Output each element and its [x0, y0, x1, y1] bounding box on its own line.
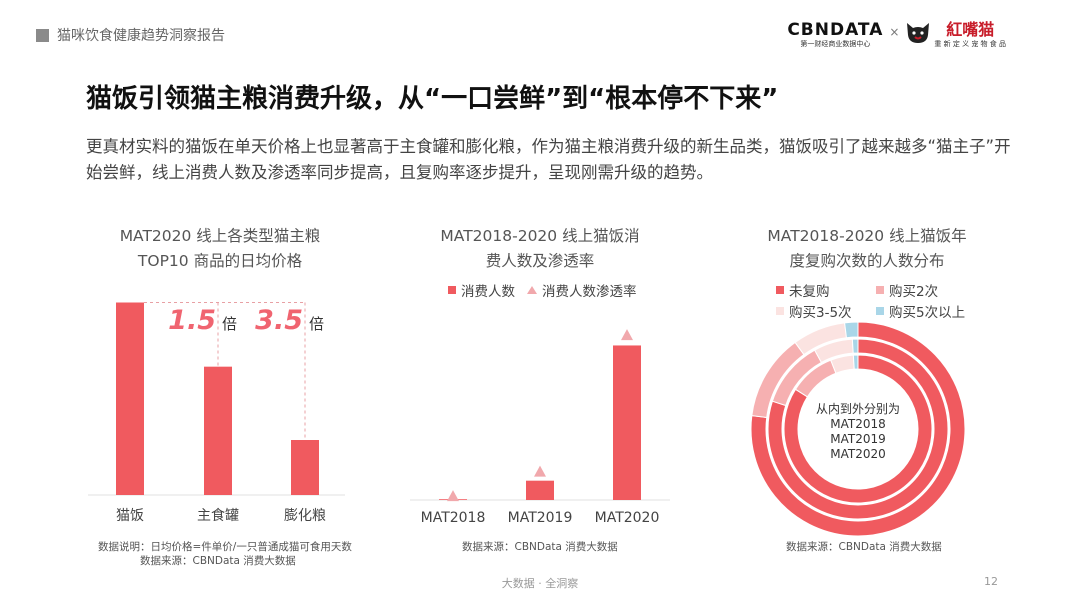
donut-ring-0-slice-3 [852, 354, 859, 370]
legend-item-buy-3-5: 购买3-5次 [776, 300, 864, 321]
donut-ring-1-slice-0 [767, 338, 949, 520]
chart2-legend: 消费人数 消费人数渗透率 [448, 279, 649, 300]
chart2-category-label: MAT2018 [421, 510, 486, 526]
header-square-icon [36, 28, 49, 42]
chart1-bar-1 [204, 366, 232, 495]
donut-ring-2-slice-3 [844, 321, 859, 339]
chart1-category-label: 膨化粮 [284, 507, 326, 524]
legend-square-icon [876, 285, 884, 294]
chart1-title-line1: MAT2020 线上各类型猫主粮 [119, 227, 321, 245]
slide-description: 更真材实料的猫饭在单天价格上也显著高于主食罐和膨化粮，作为猫主粮消费升级的新生品… [86, 137, 1011, 182]
red-cat-logo-icon [907, 23, 930, 43]
legend-label: 购买5次以上 [889, 304, 966, 321]
chart1-note-line1: 数据说明：日均价格=件单价/一只普通成猫可食用天数 [98, 541, 352, 553]
chart1-multiple-unit: 倍 [222, 315, 237, 333]
chart2-title: MAT2018-2020 线上猫饭消 费人数及渗透率 [410, 224, 670, 274]
chart1-bar-0 [116, 302, 144, 495]
chart2-category-label: MAT2020 [595, 510, 660, 526]
legend-label: 未复购 [789, 283, 830, 300]
legend-square-icon [776, 285, 784, 294]
chart1-category-label: 猫饭 [116, 508, 144, 524]
legend-square-icon [448, 285, 456, 294]
donut-center-label: 从内到外分别为 [816, 402, 900, 416]
report-section-title: 猫咪饮食健康趋势洞察报告 [57, 28, 225, 44]
chart1-category-label: 主食罐 [197, 507, 239, 524]
page-number: 12 [984, 575, 998, 588]
chart2-penetration-marker-0 [447, 490, 459, 502]
legend-label: 购买3-5次 [789, 304, 852, 321]
chart1-note-line2: 数据来源：CBNData 消费大数据 [140, 555, 296, 567]
chart1-title-line2: TOP10 商品的日均价格 [137, 252, 303, 270]
chart2-penetration-marker-1 [534, 465, 546, 477]
cbndata-logo-subtitle: 第一财经商业数据中心 [800, 40, 871, 48]
slide-title: 猫饭引领猫主粮消费升级，从“一口尝鲜”到“根本停不下来” [86, 84, 779, 114]
footer-tagline: 大数据 · 全洞察 [501, 577, 579, 590]
legend-label: 消费人数 [461, 283, 515, 300]
chart2-note: 数据来源：CBNData 消费大数据 [462, 540, 618, 554]
brand-logo: 紅嘴猫 重 新 定 义 宠 物 食 品 [934, 20, 1006, 49]
donut-ring-1-slice-3 [851, 338, 859, 354]
chart1-bar-2 [291, 440, 319, 495]
donut-center-label: MAT2019 [830, 432, 886, 446]
chart2-title-line1: MAT2018-2020 线上猫饭消 [440, 227, 640, 245]
report-header: 猫咪饮食健康趋势洞察报告 [36, 26, 225, 44]
legend-square-icon [776, 306, 784, 315]
legend-item-penetration: 消费人数渗透率 [527, 279, 637, 300]
chart1-multiple-value: 1.5 [168, 305, 216, 336]
chart2-category-label: MAT2019 [508, 510, 573, 526]
donut-ring-2-slice-0 [750, 321, 966, 537]
legend-item-buy-5-plus: 购买5次以上 [876, 300, 965, 321]
chart2-note-line1: 数据来源：CBNData 消费大数据 [462, 541, 618, 553]
chart2-penetration-marker-2 [621, 329, 633, 341]
legend-label: 购买2次 [889, 283, 939, 300]
brand-logo-text: 紅嘴猫 [946, 20, 995, 39]
brand-logo-subtitle: 重 新 定 义 宠 物 食 品 [934, 40, 1006, 48]
chart3-title-line1: MAT2018-2020 线上猫饭年 [767, 227, 967, 245]
partner-logos: CBNDATA 第一财经商业数据中心 × 紅嘴猫 重 新 定 义 宠 物 食 品 [787, 20, 1006, 49]
chart3-note-line1: 数据来源：CBNData 消费大数据 [786, 541, 942, 553]
chart1-title: MAT2020 线上各类型猫主粮 TOP10 商品的日均价格 [90, 224, 350, 274]
cbndata-logo: CBNDATA 第一财经商业数据中心 [787, 20, 883, 49]
donut-ring-0-slice-0 [783, 354, 933, 504]
legend-label: 消费人数渗透率 [542, 283, 637, 300]
chart3-note: 数据来源：CBNData 消费大数据 [786, 540, 942, 554]
chart2-consumer-bar-1 [526, 480, 554, 500]
chart1-notes: 数据说明：日均价格=件单价/一只普通成猫可食用天数 数据来源：CBNData 消… [98, 540, 352, 568]
chart2-consumer-bar-2 [613, 345, 641, 500]
chart2-title-line2: 费人数及渗透率 [485, 252, 595, 270]
donut-center-label: MAT2018 [830, 417, 886, 431]
chart3-legend: 未复购 购买2次 购买3-5次 购买5次以上 [776, 279, 986, 321]
chart1-multiple-value: 3.5 [255, 305, 303, 336]
legend-item-consumers: 消费人数 [448, 279, 515, 300]
legend-triangle-icon [527, 285, 537, 294]
legend-item-buy-twice: 购买2次 [876, 279, 938, 300]
chart3-title-line2: 度复购次数的人数分布 [789, 252, 945, 270]
logo-times-sign: × [889, 25, 900, 39]
chart3-title: MAT2018-2020 线上猫饭年 度复购次数的人数分布 [732, 224, 1002, 274]
cbndata-logo-text: CBNDATA [787, 20, 884, 40]
legend-item-no-repurchase: 未复购 [776, 279, 864, 300]
legend-square-icon [876, 306, 884, 315]
chart1-multiple-unit: 倍 [309, 315, 324, 333]
donut-center-label: MAT2020 [830, 447, 886, 461]
